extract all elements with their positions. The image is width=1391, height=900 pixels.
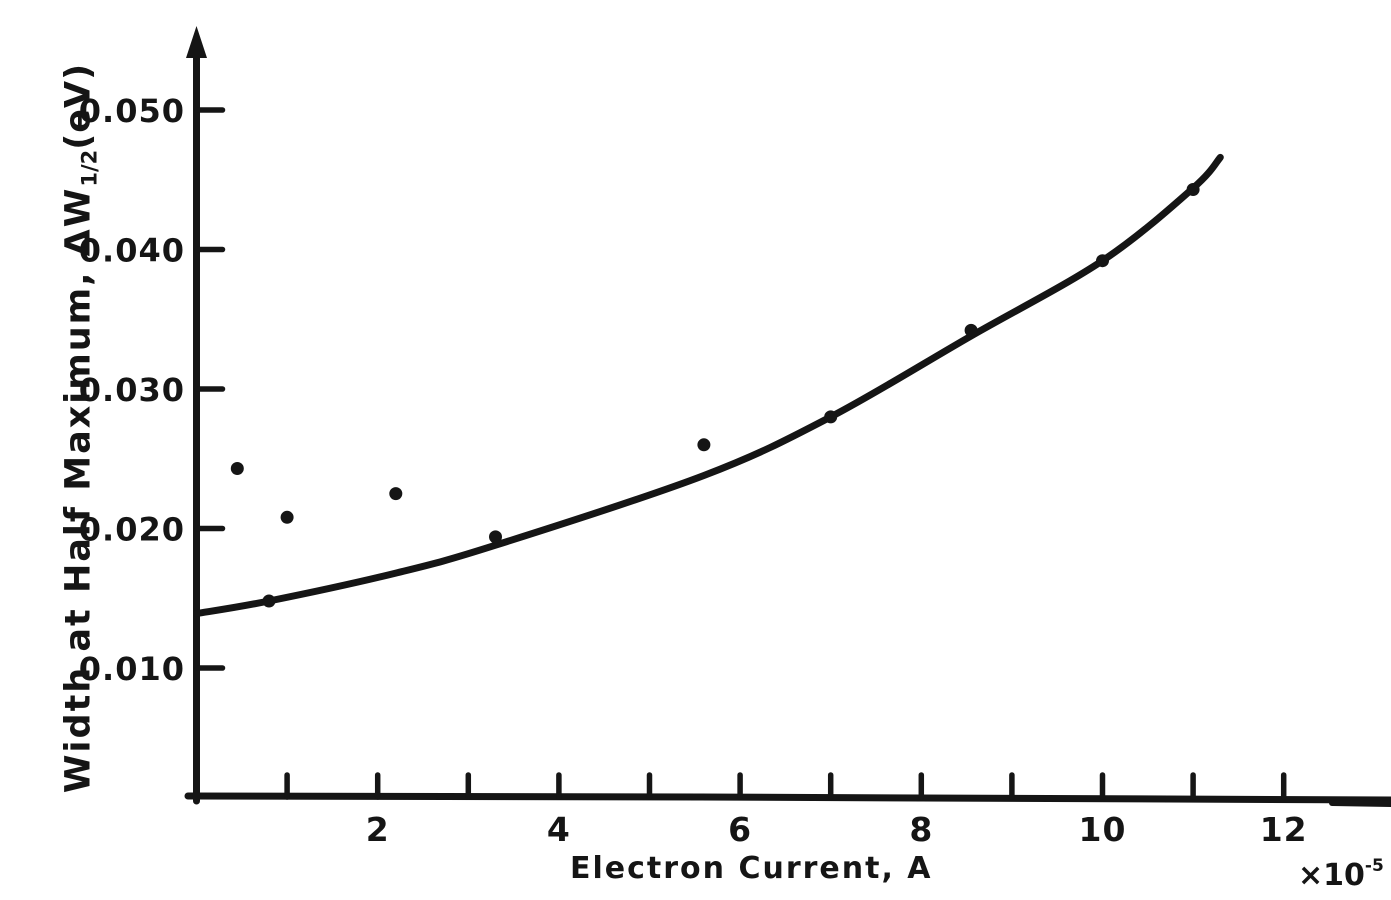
y-tick-label: 0.020	[79, 511, 185, 549]
x-axis-multiplier-exponent: -5	[1364, 856, 1384, 876]
data-point	[964, 323, 978, 337]
x-axis-multiplier-base: ×10	[1298, 858, 1365, 893]
y-tick-label: 0.040	[79, 232, 185, 270]
y-axis-title: Width at Half Maximum, ΔW1/2(eV)	[59, 63, 102, 793]
data-point	[697, 438, 711, 452]
y-axis-title-text: Width at Half Maximum, ΔW	[58, 186, 99, 794]
x-tick-label: 2	[366, 810, 390, 849]
data-point	[1186, 183, 1200, 196]
x-tick-label: 12	[1260, 810, 1308, 849]
y-axis-title-subscript: 1/2	[77, 149, 102, 187]
data-point	[280, 510, 294, 524]
y-axis-arrowhead	[186, 26, 207, 58]
data-point	[262, 594, 276, 608]
y-tick-label: 0.010	[79, 650, 185, 688]
x-tick-label: 10	[1079, 810, 1127, 849]
y-tick-label: 0.030	[79, 371, 185, 409]
x-axis-multiplier: ×10-5	[1298, 856, 1384, 893]
x-axis-line	[184, 792, 1391, 804]
y-axis-title-unit: (eV)	[58, 62, 99, 150]
data-point	[230, 462, 244, 475]
data-point	[489, 530, 502, 544]
data-point	[824, 410, 838, 424]
x-tick-label: 4	[547, 810, 571, 849]
fit-curve	[193, 153, 1224, 618]
x-tick-label: 8	[909, 810, 933, 849]
data-point	[1096, 254, 1109, 268]
x-axis-line-overdraw	[1329, 800, 1391, 807]
data-point	[389, 487, 403, 501]
x-axis-title: Electron Current, A	[570, 851, 933, 886]
y-tick-label: 0.050	[79, 92, 185, 130]
x-tick-label: 6	[728, 810, 752, 849]
